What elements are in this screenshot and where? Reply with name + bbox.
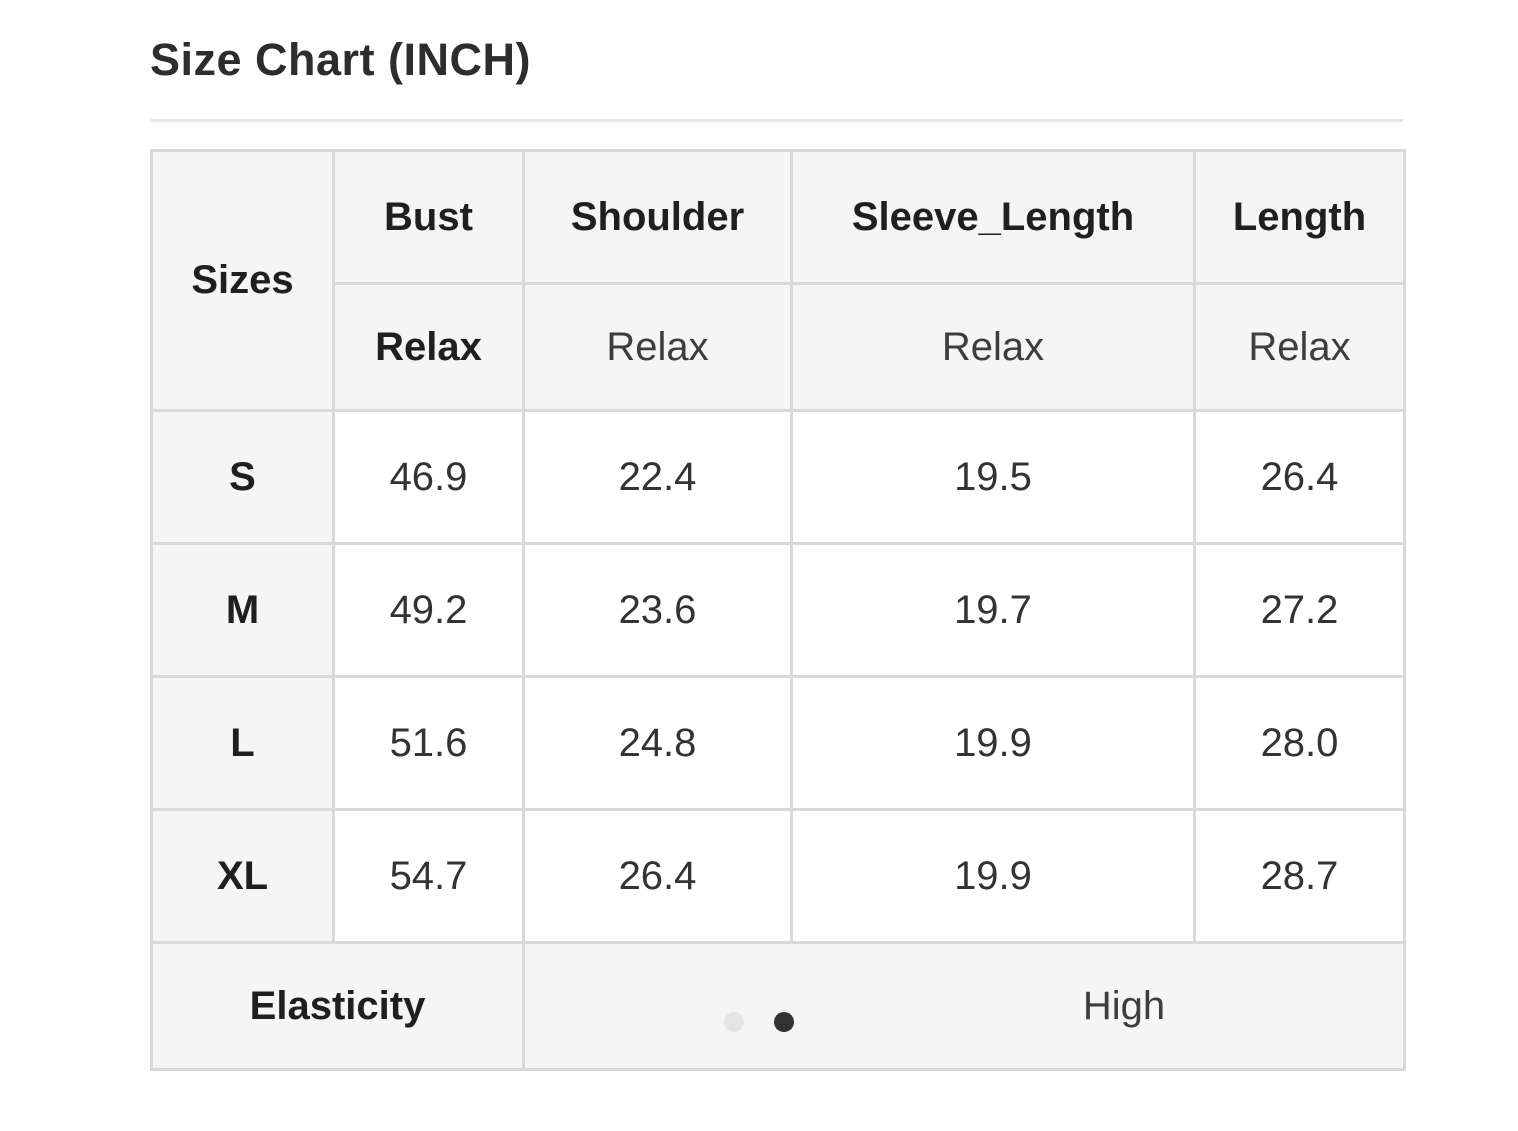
value-sleeve-length: 19.7: [790, 542, 1196, 678]
elasticity-label: Elasticity: [150, 941, 525, 1071]
table-row-elasticity: Elasticity High: [150, 941, 1406, 1071]
value-shoulder: 26.4: [522, 808, 793, 944]
table-header-row: Sizes Bust Shoulder Sleeve_Length Length: [150, 149, 1406, 412]
carousel-dot-active[interactable]: [774, 1012, 794, 1032]
column-header-sleeve-length: Sleeve_Length: [790, 149, 1196, 285]
value-bust: 54.7: [332, 808, 525, 944]
value-length: 27.2: [1193, 542, 1406, 678]
carousel-dot-inactive[interactable]: [724, 1012, 744, 1032]
size-label: S: [150, 409, 335, 545]
elasticity-value-cell: High: [522, 941, 1406, 1071]
page-title: Size Chart (INCH): [150, 34, 532, 85]
fit-label-shoulder: Relax: [522, 282, 793, 412]
value-shoulder: 22.4: [522, 409, 793, 545]
column-header-bust: Bust: [332, 149, 525, 285]
value-sleeve-length: 19.5: [790, 409, 1196, 545]
value-sleeve-length: 19.9: [790, 675, 1196, 811]
title-divider: [150, 119, 1403, 122]
table-subheader-row: Relax Relax Relax Relax: [152, 282, 1406, 412]
value-bust: 51.6: [332, 675, 525, 811]
value-bust: 46.9: [332, 409, 525, 545]
table-row-size-s: S 46.9 22.4 19.5 26.4: [150, 409, 1406, 545]
table-row-size-xl: XL 54.7 26.4 19.9 28.7: [150, 808, 1406, 944]
size-chart-table: Sizes Bust Shoulder Sleeve_Length Length…: [150, 149, 1406, 1071]
corner-header-sizes: Sizes: [150, 149, 335, 412]
value-shoulder: 23.6: [522, 542, 793, 678]
value-bust: 49.2: [332, 542, 525, 678]
size-label: L: [150, 675, 335, 811]
column-header-shoulder: Shoulder: [522, 149, 793, 285]
size-chart-section: Size Chart (INCH) Sizes Bust Shoulder Sl…: [150, 0, 1406, 1071]
carousel-pagination: [724, 1012, 794, 1032]
fit-label-bust: Relax: [332, 282, 525, 412]
size-label: M: [150, 542, 335, 678]
value-length: 28.7: [1193, 808, 1406, 944]
value-length: 26.4: [1193, 409, 1406, 545]
table-row-size-m: M 49.2 23.6 19.7 27.2: [150, 542, 1406, 678]
fit-label-sleeve-length: Relax: [790, 282, 1196, 412]
value-sleeve-length: 19.9: [790, 808, 1196, 944]
elasticity-value: High: [1082, 983, 1166, 1028]
table-row-size-l: L 51.6 24.8 19.9 28.0: [150, 675, 1406, 811]
size-label: XL: [150, 808, 335, 944]
column-header-length: Length: [1193, 149, 1406, 285]
value-length: 28.0: [1193, 675, 1406, 811]
value-shoulder: 24.8: [522, 675, 793, 811]
fit-label-length: Relax: [1193, 282, 1406, 412]
